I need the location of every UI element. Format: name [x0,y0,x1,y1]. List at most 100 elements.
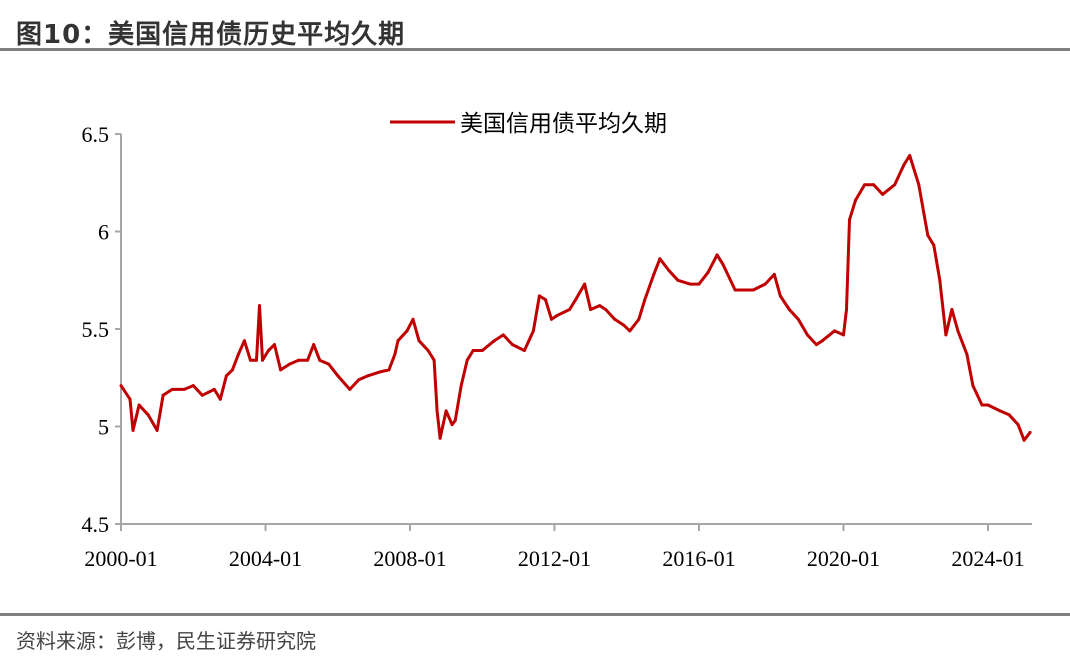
x-tick-label: 2000-01 [84,546,157,571]
data-point [598,304,602,308]
data-point [845,308,848,311]
data-point [637,317,641,321]
data-point [778,294,782,298]
y-tick-label: 4.5 [82,512,110,537]
data-point [956,329,960,333]
data-point [787,308,791,311]
data-point [893,183,897,187]
data-point [697,282,701,286]
data-point [613,317,617,321]
data-point [471,349,475,352]
data-point [306,358,310,362]
data-point [492,339,496,343]
data-point [556,313,559,317]
data-point [950,308,954,311]
data-point [318,358,322,362]
data-point [480,349,484,352]
data-point [652,272,656,276]
data-point [881,192,885,196]
data-point [348,387,352,391]
data-point [932,243,936,247]
data-point [531,329,535,333]
data-point [742,288,746,292]
data-point [459,384,463,388]
data-point [191,384,195,388]
data-point [170,387,174,391]
data-point [357,378,361,382]
data-point [763,282,767,286]
data-point [1022,438,1026,442]
data-point [998,409,1002,413]
data-point [604,308,608,311]
data-point [128,397,132,401]
data-point [688,282,692,286]
x-tick-label: 2008-01 [373,546,446,571]
data-point [926,233,930,237]
data-point [465,358,469,362]
data-point [980,403,984,407]
data-point [1016,423,1020,427]
data-point [733,288,737,292]
data-point [212,387,216,391]
chart-title: 图10：美国信用债历史平均久期 [16,20,406,50]
data-point [706,270,710,274]
legend-label: 美国信用债平均久期 [460,111,667,137]
data-point [667,269,671,272]
data-point [854,198,857,202]
data-point [312,343,316,347]
data-point [676,278,680,282]
data-point [938,278,942,282]
data-point [805,333,809,337]
data-point [902,163,906,167]
data-point [872,183,876,187]
data-point [715,253,719,257]
data-point [161,393,165,397]
y-tick-label: 6 [98,220,109,245]
data-point [438,436,442,440]
plot-area [119,154,1032,442]
data-point [965,352,969,356]
data-point [155,428,159,432]
data-point [230,368,234,372]
data-point [279,368,283,372]
data-point [772,272,776,276]
data-point [119,384,123,388]
data-point [643,298,647,302]
axes: 4.5 5 5.5 6 6.5 2000-01 2004-01 2008-01 2012-01 2… [82,122,1032,571]
data-point [848,218,851,222]
data-point [833,329,836,333]
data-point [444,409,448,413]
data-point [944,333,948,337]
data-point [814,343,818,347]
data-point [622,323,626,327]
data-point [258,304,261,308]
data-point [510,343,514,347]
data-point [393,352,397,356]
x-tick-label: 2024-01 [951,546,1024,571]
data-point [405,329,409,333]
source-note: 资料来源：彭博，民生证券研究院 [16,629,316,653]
data-point [537,294,541,298]
data-point [387,368,391,372]
data-point [583,282,587,286]
data-point [417,339,421,343]
data-point [1028,430,1032,434]
data-point [248,358,252,362]
data-point [396,339,400,343]
y-tick-label: 5 [98,415,109,440]
y-tick-label: 5.5 [82,317,110,342]
data-point [288,362,292,366]
data-point [574,298,578,302]
data-point [1007,413,1011,417]
data-point [863,183,867,187]
x-tick-label: 2020-01 [807,546,880,571]
data-point [721,263,725,267]
data-point [242,339,246,343]
x-tick-label: 2012-01 [518,546,591,571]
data-point [908,154,912,157]
data-point [131,428,135,432]
data-point [432,358,436,362]
x-tick-label: 2004-01 [229,546,302,571]
data-point [146,413,150,417]
data-point [261,358,264,362]
